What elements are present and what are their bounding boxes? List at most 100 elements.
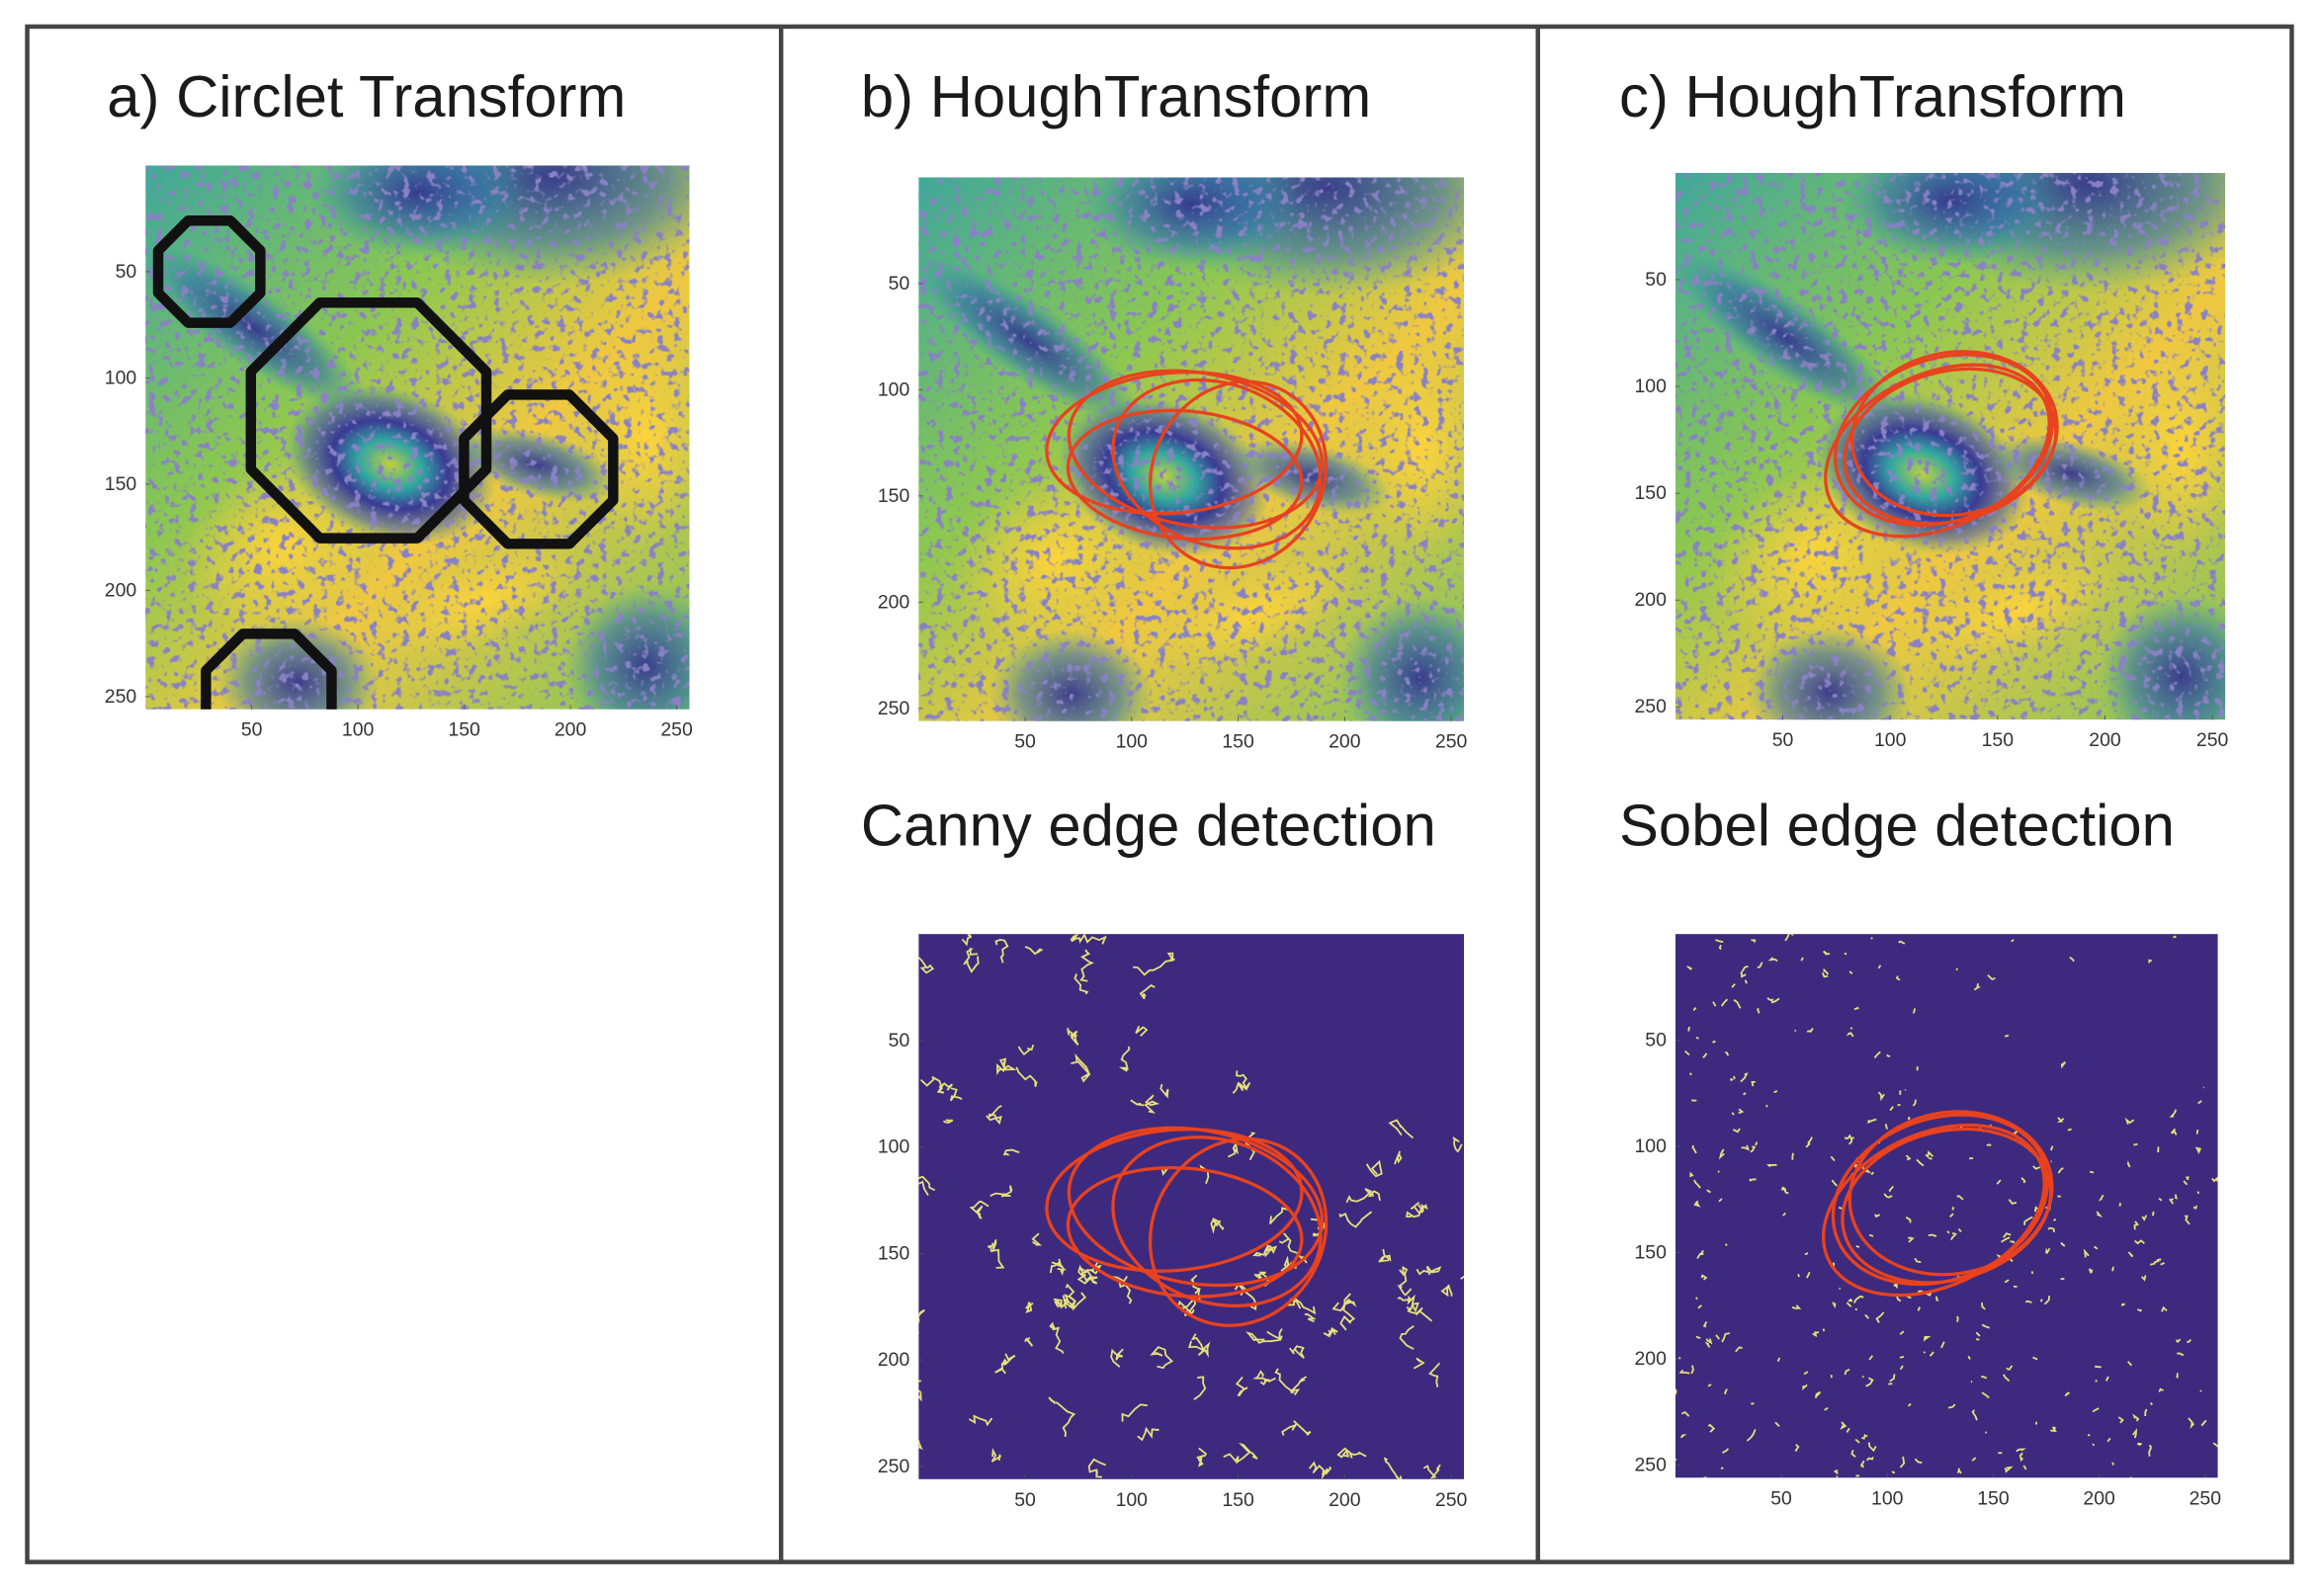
edge-line — [2197, 1100, 2202, 1105]
edge-line — [1735, 1346, 1743, 1353]
edge-line — [2158, 1387, 2164, 1392]
edge-line — [1743, 1092, 1747, 1096]
edge-line — [1830, 1374, 1833, 1379]
edge-line — [1751, 1081, 1756, 1087]
edge-line — [1252, 1370, 1276, 1383]
edge-line — [1765, 1104, 1768, 1108]
edge-line — [1695, 1335, 1701, 1340]
detected-circle — [1045, 370, 1304, 516]
image — [918, 934, 1465, 1479]
edge-line — [1139, 984, 1156, 1000]
edge-line — [1693, 1179, 1701, 1189]
edge-line — [1252, 1244, 1278, 1258]
y-tick-label: 150 — [1635, 1241, 1668, 1263]
edge-line — [2211, 1176, 2218, 1183]
edge-line — [1062, 1295, 1076, 1309]
edge-line — [1675, 1388, 1677, 1394]
edge-line — [1847, 1136, 1854, 1145]
detected-circle — [1066, 1165, 1304, 1299]
edge-line — [1388, 1119, 1415, 1139]
edge-line — [2095, 1365, 2102, 1369]
edge-line — [1804, 1252, 1809, 1256]
edge-line — [2137, 1308, 2142, 1312]
edge-line — [1687, 1026, 1690, 1032]
edge-line — [1738, 1108, 1745, 1115]
edge-line — [1791, 1304, 1802, 1309]
y-tick-label: 50 — [889, 1030, 910, 1051]
edge-line — [1946, 1230, 1950, 1234]
edge-line — [2168, 1198, 2175, 1205]
edge-line — [1751, 939, 1757, 944]
edge-line — [2004, 1279, 2010, 1284]
x-tick-label: 200 — [1329, 731, 1361, 753]
edge-line — [1950, 1232, 1957, 1241]
edge-line — [1955, 967, 1959, 971]
edge-line — [2020, 1177, 2026, 1184]
edge-line — [1867, 1442, 1877, 1453]
edge-line — [1913, 1008, 1917, 1014]
edge-line — [1861, 1165, 1872, 1174]
edge-line — [1806, 1027, 1814, 1034]
edge-line — [1336, 1447, 1367, 1459]
edge-line — [1755, 1141, 1759, 1146]
edge-line — [2127, 1361, 2133, 1367]
panel-title: c) HoughTransform — [1619, 63, 2126, 129]
edge-line — [1690, 1365, 1694, 1375]
edge-line — [2158, 1197, 2163, 1202]
edge-line — [2183, 1180, 2189, 1186]
y-tick-label: 200 — [105, 579, 137, 601]
image — [1675, 172, 2226, 720]
edge-background — [918, 934, 1465, 1479]
edge-line — [1896, 1296, 1902, 1302]
detected-circle — [1148, 1136, 1329, 1327]
edge-line — [2132, 1413, 2140, 1422]
edge-line — [1973, 982, 1981, 991]
edge-line — [1268, 1207, 1289, 1225]
edge-line — [949, 1087, 963, 1102]
detected-circle — [1148, 379, 1329, 570]
edge-line — [1741, 1144, 1750, 1151]
edge-line — [1293, 1420, 1312, 1436]
edge-line — [942, 1119, 954, 1124]
edge-line — [1733, 999, 1742, 1009]
edge-line — [1888, 1185, 1894, 1193]
edge-line — [1679, 1433, 1687, 1439]
image — [145, 165, 690, 710]
panel-title: b) HoughTransform — [861, 63, 1371, 129]
edge-line — [1980, 1302, 1986, 1310]
edge-line — [2195, 1130, 2199, 1134]
edge-line — [1951, 1207, 1955, 1211]
edge-line — [1947, 1403, 1956, 1409]
edge-line — [1048, 1396, 1076, 1438]
edge-line — [2133, 1220, 2140, 1230]
edge-line — [1797, 1274, 1800, 1278]
detected-circle — [1841, 1127, 2053, 1285]
image-caption: Sobel edge detection — [1619, 792, 2175, 858]
edge-line — [1975, 1331, 1981, 1337]
edge-line — [1904, 1088, 1907, 1091]
edge-line — [2141, 1215, 2148, 1221]
edge-line — [1861, 1434, 1868, 1440]
edge-line — [2009, 1258, 2014, 1263]
edge-line — [961, 934, 972, 947]
edge-line — [1844, 1134, 1852, 1140]
edge-line — [1725, 1051, 1730, 1056]
edge-line — [1405, 1203, 1428, 1218]
edge-line — [1110, 1276, 1133, 1304]
edge-line — [2089, 1170, 2095, 1174]
edge-line — [1916, 1158, 1925, 1167]
frame — [25, 24, 2294, 1564]
detected-circle — [1843, 367, 2058, 526]
edge-line — [1846, 1427, 1850, 1433]
edge-line — [1907, 1116, 1911, 1121]
edge-line — [2124, 1117, 2135, 1125]
y-tick-label: 50 — [1645, 269, 1667, 291]
x-tick-label: 50 — [1772, 729, 1794, 751]
edge-line — [2053, 1218, 2057, 1221]
edge-line — [2148, 959, 2153, 964]
detected-circlet — [459, 389, 619, 549]
edge-line — [986, 1105, 1002, 1126]
edge-line — [1072, 1292, 1087, 1311]
edge-line — [1049, 1321, 1065, 1354]
edge-line — [2174, 1194, 2178, 1200]
